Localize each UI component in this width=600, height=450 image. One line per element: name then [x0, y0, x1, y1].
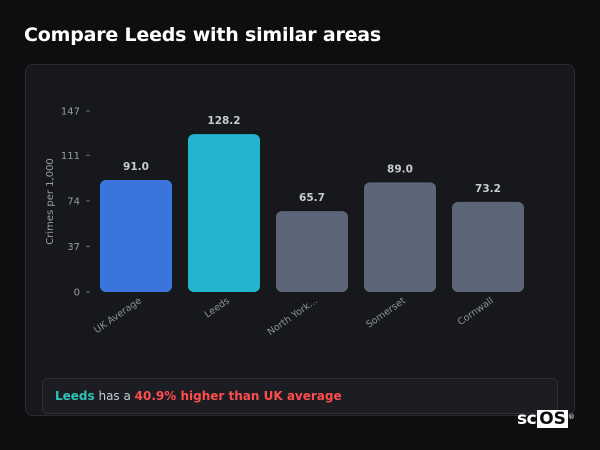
y-axis-label: Crimes per 1,000	[45, 158, 56, 245]
bar-chart: Crimes per 1,000 0 37 74 111 147 91.0 UK Averag…	[45, 107, 524, 338]
x-tick-label: Leeds	[203, 295, 232, 320]
data-label: 89.0	[387, 163, 413, 175]
y-tick-label: 37	[67, 242, 80, 253]
data-label: 65.7	[299, 192, 325, 204]
page-title: Compare Leeds with similar areas	[24, 24, 382, 46]
callout-text: has a	[94, 389, 135, 403]
bar-leeds	[188, 134, 260, 292]
callout-area-name: Leeds	[55, 389, 95, 403]
comparison-callout: Leeds has a 40.9% higher than UK average	[42, 378, 558, 414]
scos-logo: sc OS ®	[517, 409, 575, 429]
y-tick-label: 111	[61, 151, 80, 162]
x-tick-label: Somerset	[364, 295, 408, 330]
x-tick-label: Cornwall	[456, 295, 496, 328]
y-tick-label: 0	[74, 288, 80, 299]
bar-somerset	[364, 182, 436, 292]
x-tick-label: North York...	[266, 295, 320, 338]
y-tick-label: 147	[61, 107, 80, 118]
bar-cornwall	[452, 201, 524, 292]
bar-uk-average	[100, 179, 172, 292]
data-label: 128.2	[207, 115, 240, 127]
data-label: 73.2	[475, 183, 501, 195]
chart-panel: Crimes per 1,000 0 37 74 111 147 91.0 UK Averag…	[25, 64, 575, 416]
callout-difference: 40.9% higher than UK average	[134, 389, 342, 403]
bar-north-york	[276, 211, 348, 292]
data-label: 91.0	[123, 161, 149, 173]
x-tick-label: UK Average	[92, 295, 144, 336]
y-tick-label: 74	[67, 196, 80, 207]
